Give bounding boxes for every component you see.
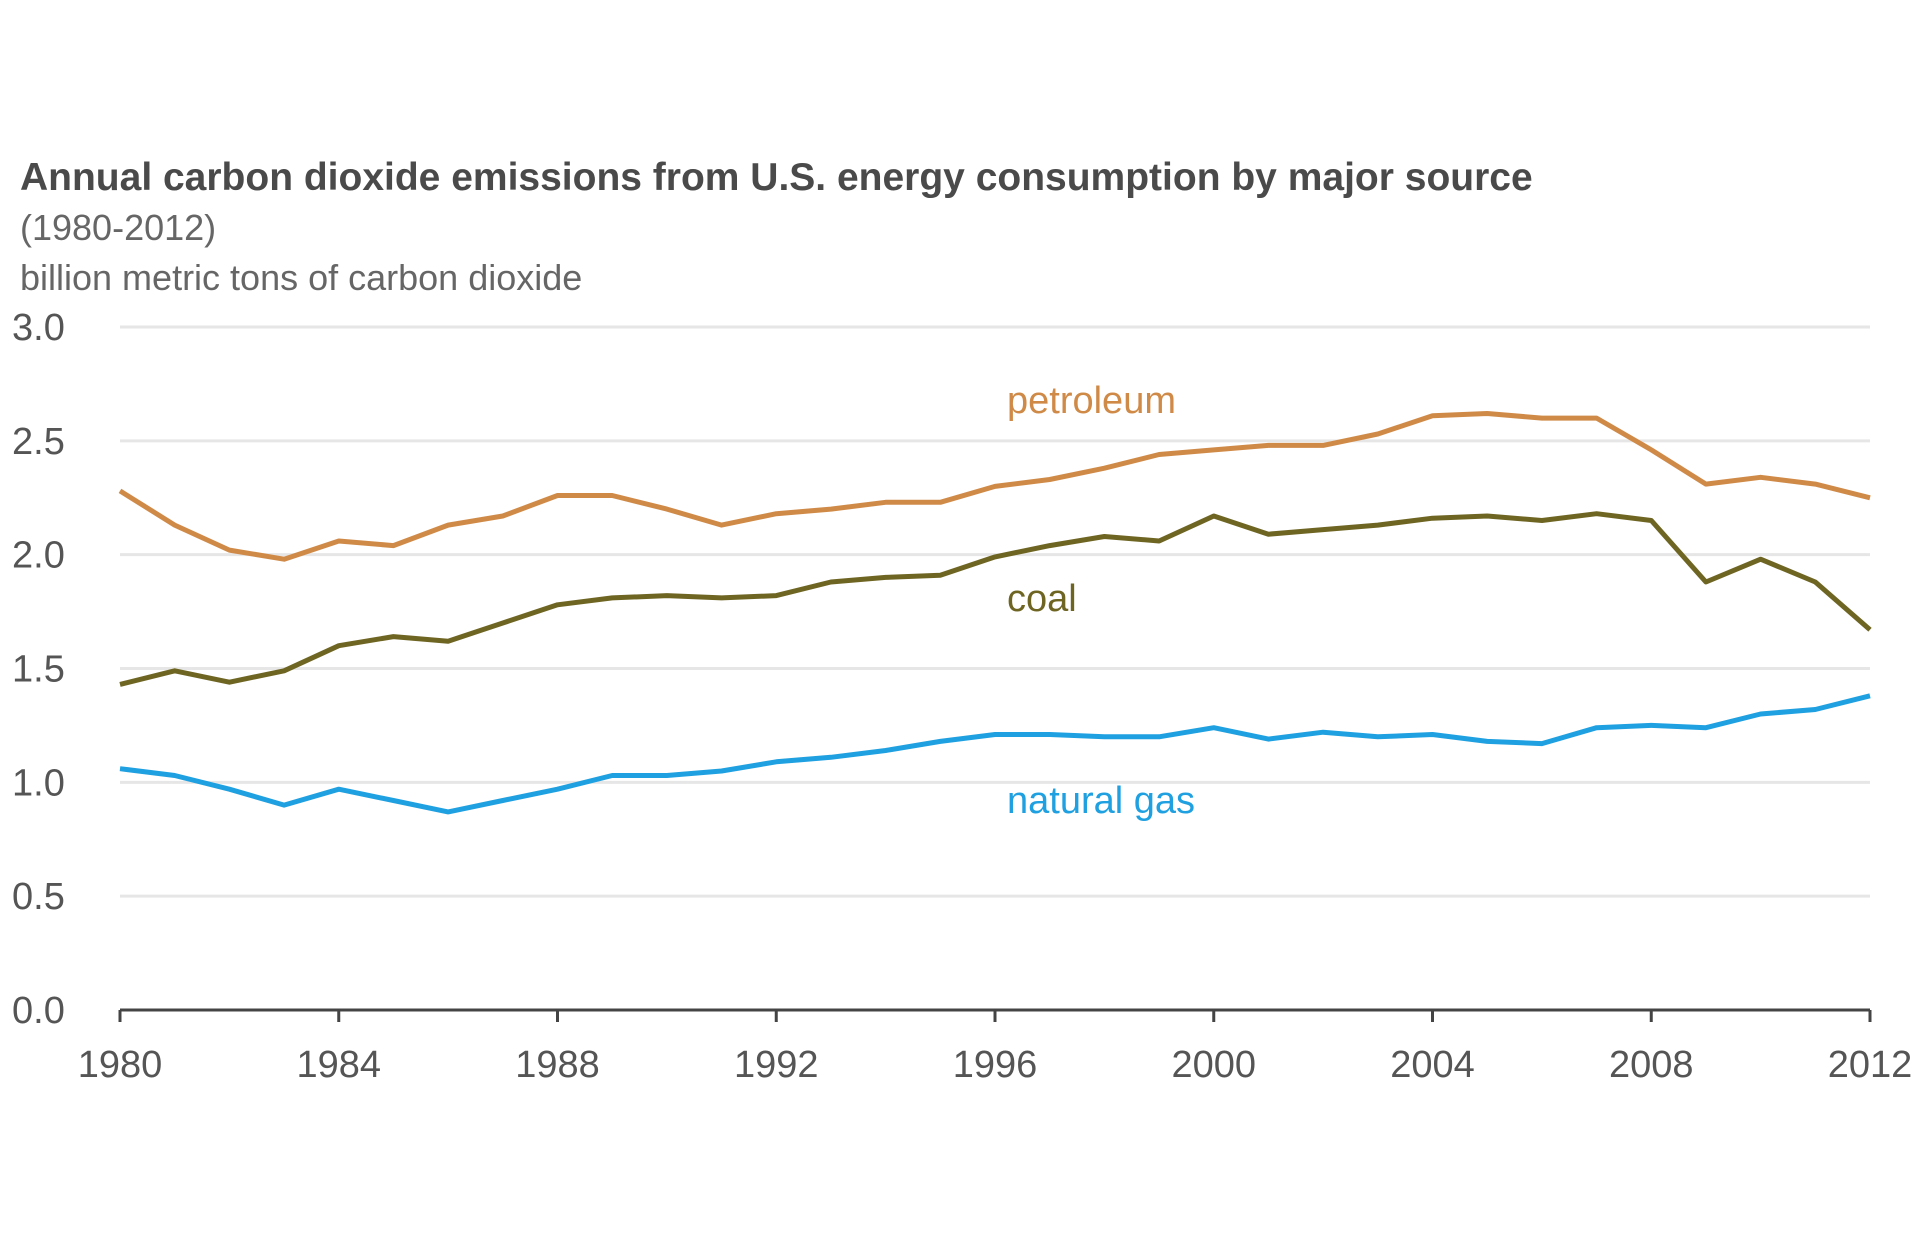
y-axis-label: billion metric tons of carbon dioxide bbox=[20, 257, 582, 298]
x-tick-label: 1984 bbox=[296, 1044, 381, 1086]
series-line-coal bbox=[119, 511, 1872, 687]
y-tick-label: 3.0 bbox=[12, 307, 65, 349]
x-tick-label: 1988 bbox=[515, 1044, 600, 1086]
y-tick-label: 0.5 bbox=[12, 876, 65, 918]
y-tick-label: 0.0 bbox=[12, 990, 65, 1032]
x-tick-label: 1980 bbox=[78, 1044, 163, 1086]
x-tick-label: 2008 bbox=[1609, 1044, 1694, 1086]
series-label: coal bbox=[1007, 578, 1077, 620]
x-tick-label: 2012 bbox=[1828, 1044, 1913, 1086]
y-tick-label: 1.5 bbox=[12, 649, 65, 691]
series-line-natural-gas bbox=[119, 693, 1871, 815]
y-tick-label: 2.5 bbox=[12, 421, 65, 463]
y-tick-label: 1.0 bbox=[12, 762, 65, 804]
x-tick-label: 2000 bbox=[1171, 1044, 1256, 1086]
chart-title: Annual carbon dioxide emissions from U.S… bbox=[20, 156, 1533, 199]
x-tick-label: 1992 bbox=[734, 1044, 819, 1086]
chart-subtitle: (1980-2012) bbox=[20, 207, 216, 248]
series-line-petroleum bbox=[118, 411, 1871, 562]
y-tick-label: 2.0 bbox=[12, 535, 65, 577]
series-label: petroleum bbox=[1007, 380, 1176, 422]
x-tick-label: 2004 bbox=[1390, 1044, 1475, 1086]
x-tick-label: 1996 bbox=[953, 1044, 1038, 1086]
series-label: natural gas bbox=[1007, 780, 1195, 822]
